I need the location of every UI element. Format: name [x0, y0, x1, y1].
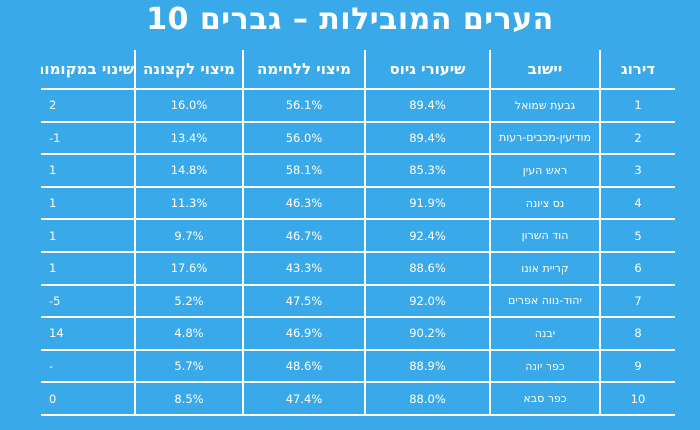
header-town: יישוב: [489, 50, 600, 89]
rank-cell: 9: [599, 348, 675, 383]
ranking-table: דירוג יישוב שיעורי גיוס מיצוי ללחימה מיצ…: [41, 50, 675, 416]
town-cell: יהוד-נווה אפרים: [489, 283, 600, 318]
officer-rate-cell: 17.6%: [134, 250, 243, 285]
combat-rate-cell: 46.3%: [242, 185, 365, 220]
table-row: 2 מודיעין-מכבים-רעות 89.4% 56.0% 13.4% -1: [41, 120, 675, 155]
draft-rate-cell: 92.0%: [364, 283, 490, 318]
town-cell: ראש העין: [489, 153, 600, 187]
table-row: 5 הוד השרון 92.4% 46.7% 9.7% 1: [41, 218, 675, 252]
rank-change-cell: 1: [41, 185, 135, 220]
officer-rate-cell: 14.8%: [134, 153, 243, 187]
town-cell: כפר סבא: [489, 381, 600, 416]
rank-change-cell: 0: [41, 381, 135, 416]
table-row: 7 יהוד-נווה אפרים 92.0% 47.5% 5.2% -5: [41, 283, 675, 318]
table-row: 1 גבעת שמואל 89.4% 56.1% 16.0% 2: [41, 88, 675, 122]
officer-rate-cell: 8.5%: [134, 381, 243, 416]
town-cell: נס ציונה: [489, 185, 600, 220]
rank-change-cell: -: [41, 348, 135, 383]
officer-rate-cell: 11.3%: [134, 185, 243, 220]
rank-change-cell: 1: [41, 250, 135, 285]
draft-rate-cell: 85.3%: [364, 153, 490, 187]
combat-rate-cell: 47.5%: [242, 283, 365, 318]
header-rank: דירוג: [599, 50, 675, 89]
town-cell: קריית אונו: [489, 250, 600, 285]
town-cell: הוד השרון: [489, 218, 600, 252]
header-rank-change: שינוי במקומות: [41, 60, 134, 78]
rank-cell: 7: [599, 283, 675, 318]
draft-rate-cell: 88.6%: [364, 250, 490, 285]
rank-change-cell: 1: [41, 153, 135, 187]
combat-rate-cell: 46.7%: [242, 218, 365, 252]
table-row: 9 כפר יונה 88.9% 48.6% 5.7% -: [41, 348, 675, 383]
table-row: 8 יבנה 90.2% 46.9% 4.8% 14: [41, 316, 675, 350]
table-row: 10 כפר סבא 88.0% 47.4% 8.5% 0: [41, 381, 675, 416]
rank-change-cell: -5: [41, 283, 135, 318]
rank-change-cell: 2: [41, 88, 135, 122]
combat-rate-cell: 58.1%: [242, 153, 365, 187]
page-title: 10 הערים המובילות – גברים: [146, 2, 554, 37]
officer-rate-cell: 5.7%: [134, 348, 243, 383]
rank-change-cell: -1: [41, 120, 135, 155]
rank-cell: 6: [599, 250, 675, 285]
table-row: 3 ראש העין 85.3% 58.1% 14.8% 1: [41, 153, 675, 187]
rank-cell: 1: [599, 88, 675, 122]
rank-cell: 5: [599, 218, 675, 252]
combat-rate-cell: 56.0%: [242, 120, 365, 155]
rank-change-cell: 14: [41, 316, 135, 350]
town-cell: מודיעין-מכבים-רעות: [489, 120, 600, 155]
rank-cell: 4: [599, 185, 675, 220]
combat-rate-cell: 47.4%: [242, 381, 365, 416]
header-officer-rate: מיצוי לקצונה: [134, 50, 243, 89]
rank-cell: 2: [599, 120, 675, 155]
draft-rate-cell: 88.9%: [364, 348, 490, 383]
draft-rate-cell: 91.9%: [364, 185, 490, 220]
officer-rate-cell: 13.4%: [134, 120, 243, 155]
rank-change-cell: 1: [41, 218, 135, 252]
draft-rate-cell: 88.0%: [364, 381, 490, 416]
header-combat-rate: מיצוי ללחימה: [242, 50, 365, 89]
header-draft-rate: שיעורי גיוס: [364, 50, 490, 89]
combat-rate-cell: 43.3%: [242, 250, 365, 285]
town-cell: כפר יונה: [489, 348, 600, 383]
draft-rate-cell: 89.4%: [364, 120, 490, 155]
table-header-row: דירוג יישוב שיעורי גיוס מיצוי ללחימה מיצ…: [41, 50, 675, 89]
rank-cell: 8: [599, 316, 675, 350]
table-row: 6 קריית אונו 88.6% 43.3% 17.6% 1: [41, 250, 675, 285]
officer-rate-cell: 16.0%: [134, 88, 243, 122]
combat-rate-cell: 48.6%: [242, 348, 365, 383]
officer-rate-cell: 4.8%: [134, 316, 243, 350]
town-cell: יבנה: [489, 316, 600, 350]
draft-rate-cell: 92.4%: [364, 218, 490, 252]
rank-cell: 10: [599, 381, 675, 416]
combat-rate-cell: 46.9%: [242, 316, 365, 350]
rank-cell: 3: [599, 153, 675, 187]
table-body: 1 גבעת שמואל 89.4% 56.1% 16.0% 2 2 מודיעין-מכבי…: [41, 88, 675, 416]
officer-rate-cell: 5.2%: [134, 283, 243, 318]
town-cell: גבעת שמואל: [489, 88, 600, 122]
combat-rate-cell: 56.1%: [242, 88, 365, 122]
draft-rate-cell: 90.2%: [364, 316, 490, 350]
officer-rate-cell: 9.7%: [134, 218, 243, 252]
draft-rate-cell: 89.4%: [364, 88, 490, 122]
table-row: 4 נס ציונה 91.9% 46.3% 11.3% 1: [41, 185, 675, 220]
